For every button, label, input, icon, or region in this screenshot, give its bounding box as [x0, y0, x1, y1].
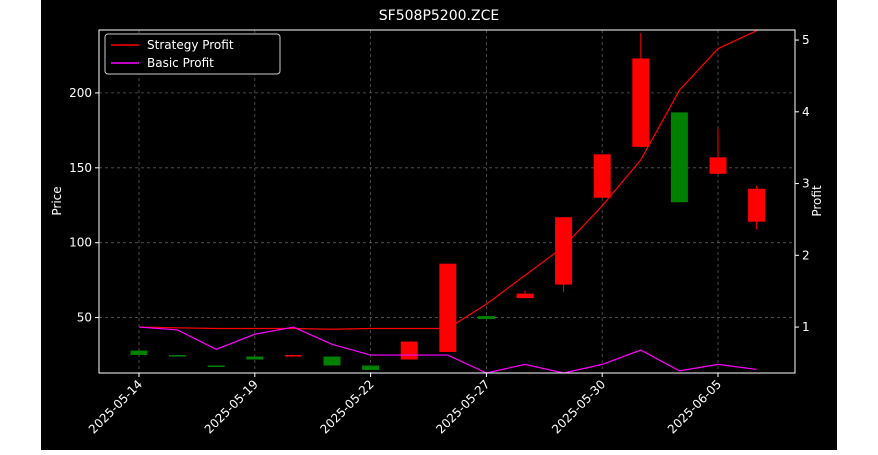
x-tick-label: 2025-05-30	[549, 377, 608, 436]
candle-body	[323, 356, 341, 366]
y2-axis-label: Profit	[810, 185, 824, 217]
legend: Strategy Profit Basic Profit	[104, 33, 281, 75]
y-tick-label: 100	[69, 236, 92, 250]
profit-lines	[138, 30, 757, 374]
x-tick-label: 2025-05-14	[86, 377, 145, 436]
candlestick-chart: SF508P5200.ZCE 50 100 150 200 1 2 3 4 5 2025-05-1…	[50, 8, 824, 436]
y-tick-label: 200	[69, 86, 92, 100]
candles	[130, 32, 766, 371]
x-tick-label: 2025-05-27	[433, 377, 492, 436]
candle-body	[362, 365, 380, 371]
legend-label: Strategy Profit	[147, 38, 234, 52]
y-axis-label: Price	[50, 186, 64, 215]
legend-label: Basic Profit	[147, 56, 214, 70]
candle-body	[439, 263, 457, 353]
x-tick-label: 2025-06-05	[665, 377, 724, 436]
series-line	[138, 30, 757, 330]
candle-body	[670, 112, 688, 203]
candle-body	[169, 355, 187, 357]
candle-body	[516, 293, 534, 299]
y2-tick-label: 3	[802, 177, 810, 191]
y2-tick-label: 4	[802, 105, 810, 119]
candle-body	[709, 157, 727, 174]
candle-body	[555, 217, 573, 285]
candle-body	[593, 154, 611, 198]
y-tick-label: 50	[77, 311, 92, 325]
plot-frame	[98, 29, 796, 374]
candle-body	[400, 341, 418, 360]
y2-tick-label: 1	[802, 320, 810, 334]
figure: SF508P5200.ZCE 50 100 150 200 1 2 3 4 5 2025-05-1…	[41, 0, 837, 450]
chart-title: SF508P5200.ZCE	[379, 8, 499, 24]
axes: 50 100 150 200 1 2 3 4 5 2025-05-14 2025-05-19 2025…	[69, 33, 810, 436]
candle-body	[632, 58, 650, 147]
candle-body	[284, 355, 302, 357]
candle-body	[748, 188, 766, 222]
series-line	[138, 326, 757, 374]
x-tick-label: 2025-05-19	[202, 377, 261, 436]
candle-body	[477, 316, 495, 320]
legend-frame	[104, 33, 281, 75]
candle-body	[207, 365, 225, 368]
candle-body	[130, 350, 148, 356]
y-tick-label: 150	[69, 161, 92, 175]
x-tick-label: 2025-05-22	[318, 377, 377, 436]
candle-body	[246, 356, 264, 360]
y2-tick-label: 5	[802, 33, 810, 47]
y2-tick-label: 2	[802, 248, 810, 262]
